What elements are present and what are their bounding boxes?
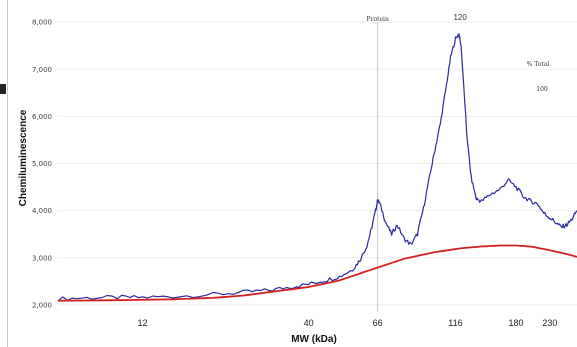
y-tick-label: 3,000	[32, 254, 52, 262]
x-tick-label: 12	[138, 318, 148, 328]
y-tick-label: 4,000	[32, 207, 52, 215]
y-tick-label: 6,000	[32, 113, 52, 121]
series-line-baseline	[57, 244, 577, 302]
edge-mark	[0, 84, 6, 94]
x-tick-label: 40	[304, 318, 314, 328]
x-tick-label: 230	[542, 318, 557, 328]
peak-label: 120	[453, 13, 467, 22]
x-axis-label: MW (kDa)	[291, 334, 337, 345]
panel-border	[7, 0, 8, 347]
x-tick-label: 116	[448, 318, 462, 328]
series-line-signal	[57, 33, 577, 302]
y-tick-label: 5,000	[32, 160, 52, 168]
legend-note: % Total	[527, 61, 550, 68]
y-tick-label: 2,000	[32, 301, 52, 309]
legend-note: 100	[536, 86, 548, 93]
x-tick-label: 66	[373, 318, 383, 328]
protein-marker-label: Protein	[367, 16, 389, 23]
y-tick-label: 7,000	[32, 66, 52, 74]
y-axis-label: Chemiluminescence	[18, 109, 29, 206]
x-tick-label: 180	[509, 318, 524, 328]
y-tick-label: 8,000	[32, 19, 52, 27]
